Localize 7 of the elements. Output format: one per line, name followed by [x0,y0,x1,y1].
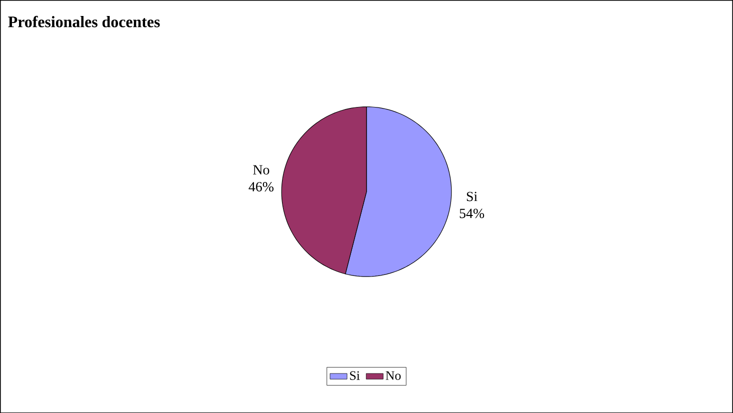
slice-label: No [253,165,270,174]
legend-label: Si [350,371,360,380]
data-label: 54% [460,208,484,218]
slice-label: Si [466,192,478,202]
text: Profesionales docentes [8,16,160,28]
legend-label: No [386,371,401,380]
data-label: 46% [248,182,274,192]
